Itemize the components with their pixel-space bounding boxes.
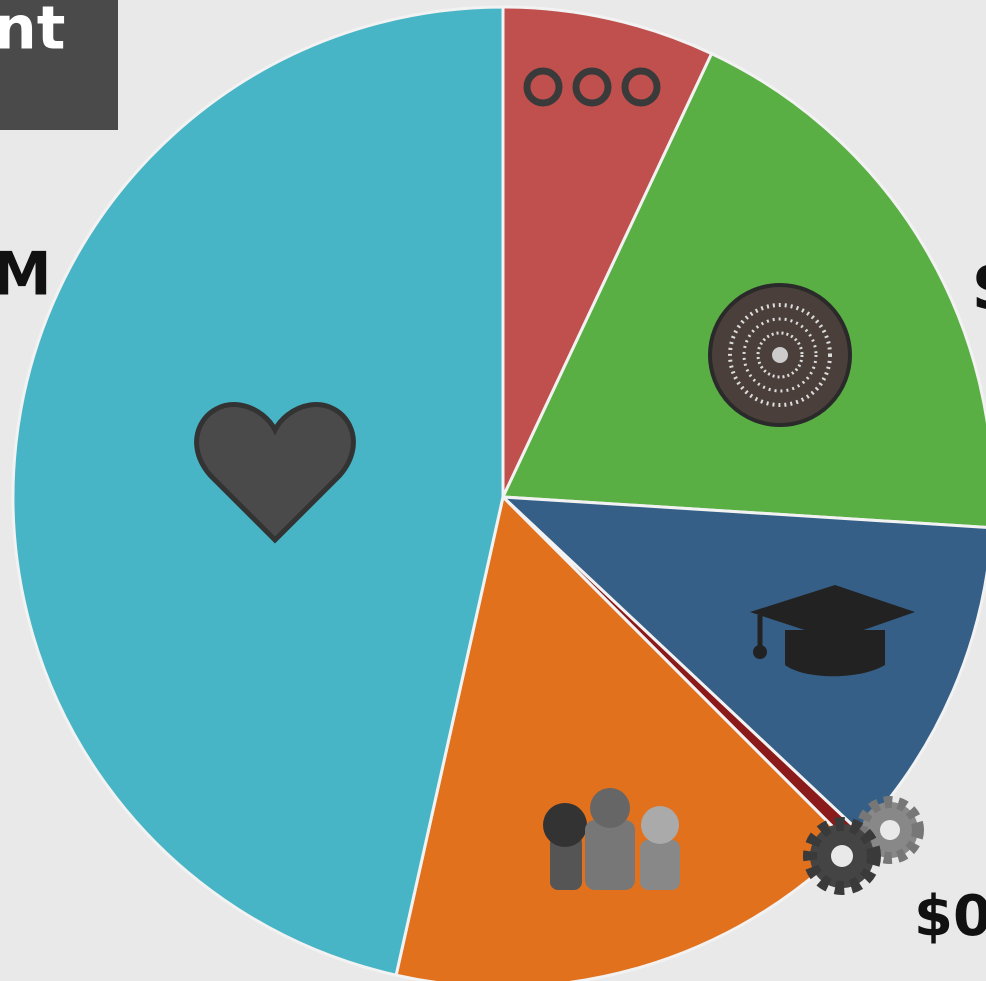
pie-slice	[394, 494, 852, 981]
icon-mortarboard	[750, 585, 915, 677]
annotation: $0	[914, 884, 986, 949]
chart-title: nt	[0, 0, 65, 64]
icon-dots	[523, 67, 661, 107]
icon-circle-art	[708, 283, 852, 427]
pie-slice	[500, 51, 986, 529]
annotation: M	[0, 240, 52, 310]
icon-heart	[194, 402, 356, 544]
annotation: S	[972, 254, 986, 324]
pie-slice	[501, 5, 714, 498]
icon-gears	[803, 796, 924, 895]
title-box	[0, 0, 118, 130]
icon-people	[543, 788, 680, 890]
